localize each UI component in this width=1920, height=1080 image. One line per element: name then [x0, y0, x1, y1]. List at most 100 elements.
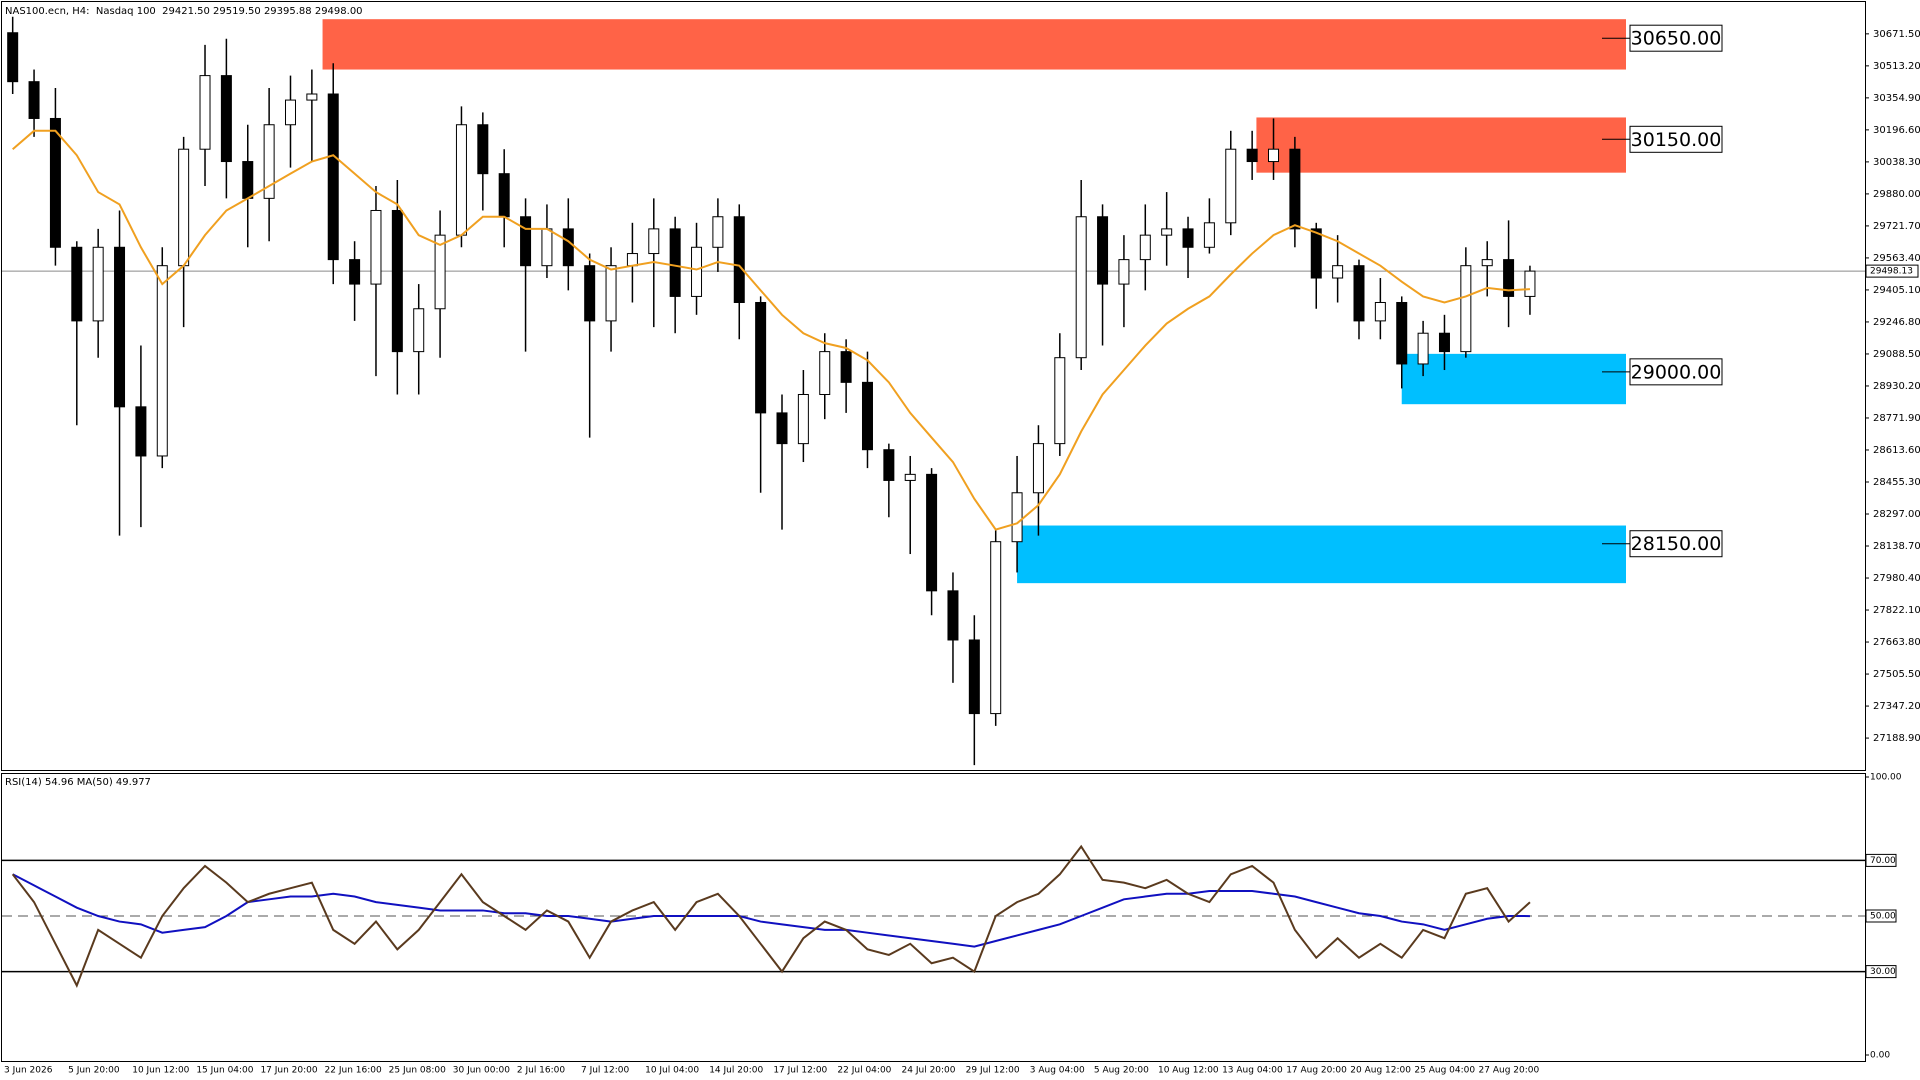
- rsi-tick-label: 50.00: [1870, 912, 1896, 922]
- candle-body: [114, 246, 126, 408]
- rsi-tick-label: 100.00: [1870, 773, 1902, 783]
- x-tick-label: 7 Jul 12:00: [581, 1066, 630, 1076]
- candle-body: [1203, 222, 1215, 248]
- x-tick-label: 13 Aug 04:00: [1222, 1066, 1283, 1076]
- candle-body: [1182, 228, 1194, 248]
- zone-label-box: [1629, 358, 1723, 386]
- rsi-header: RSI(14) 54.96 MA(50) 49.977: [5, 777, 151, 788]
- candle-body: [156, 265, 168, 457]
- candle-body: [71, 246, 83, 322]
- y-tick-label: 30671.50: [1873, 29, 1920, 40]
- x-tick-label: 3 Jun 2026: [4, 1066, 53, 1076]
- x-tick-label: 10 Jun 12:00: [132, 1066, 189, 1076]
- candle-body: [455, 124, 467, 236]
- candle-body: [7, 32, 19, 83]
- candle-body: [1438, 332, 1450, 353]
- candle-body: [541, 228, 553, 267]
- candle-body: [199, 75, 211, 150]
- candle-body: [178, 148, 190, 267]
- candle-body: [220, 75, 232, 163]
- candle-body: [28, 81, 40, 119]
- rsi-panel-border: [1, 773, 1866, 1062]
- y-tick-label: 30513.20: [1873, 61, 1920, 72]
- rsi-level-box: [1865, 909, 1897, 923]
- candle-body: [327, 93, 339, 261]
- x-tick-label: 14 Jul 20:00: [709, 1066, 763, 1076]
- candle-body: [819, 351, 831, 395]
- y-tick-label: 29563.40: [1873, 253, 1920, 264]
- candle-body: [263, 124, 275, 199]
- candle-body: [861, 381, 873, 451]
- y-tick-label: 29088.50: [1873, 349, 1920, 360]
- y-tick-label: 28297.00: [1873, 509, 1920, 520]
- zone: [1401, 353, 1626, 405]
- y-tick-label: 27663.80: [1873, 637, 1920, 648]
- candle-body: [626, 253, 638, 267]
- candle-body: [947, 590, 959, 641]
- y-tick-label: 29405.10: [1873, 285, 1920, 296]
- candle-body: [883, 449, 895, 481]
- rsi-line: [11, 844, 1531, 988]
- candle-body: [434, 234, 446, 310]
- zone-label: 29000.00: [1631, 361, 1722, 383]
- candle-body: [797, 393, 809, 445]
- candle-body: [1139, 234, 1151, 261]
- y-tick-label: 27188.90: [1873, 733, 1920, 744]
- candle-body: [498, 173, 510, 218]
- candle-body: [1396, 301, 1408, 365]
- x-tick-label: 27 Aug 20:00: [1479, 1066, 1540, 1076]
- candle-body: [990, 541, 1002, 715]
- candle-body: [1460, 265, 1472, 353]
- x-tick-label: 17 Aug 20:00: [1286, 1066, 1347, 1076]
- rsi-level-box: [1865, 965, 1897, 979]
- candle-body: [584, 265, 596, 322]
- zone: [322, 19, 1626, 70]
- candle-body: [370, 209, 382, 285]
- candle-body: [1075, 216, 1087, 359]
- x-tick-label: 10 Aug 12:00: [1158, 1066, 1219, 1076]
- candle-body: [1374, 301, 1386, 322]
- y-tick-label: 27505.50: [1873, 669, 1920, 680]
- candle-body: [92, 246, 104, 322]
- y-tick-label: 27980.40: [1873, 573, 1920, 584]
- y-tick-label: 28613.60: [1873, 445, 1920, 456]
- candle-body: [1353, 265, 1365, 322]
- y-tick-label: 29721.70: [1873, 221, 1920, 232]
- candle-body: [49, 117, 61, 248]
- candle-body: [1332, 265, 1344, 279]
- x-tick-label: 25 Jun 08:00: [389, 1066, 446, 1076]
- rsi-level-box: [1865, 853, 1897, 867]
- candle-body: [669, 228, 681, 297]
- candle-body: [1481, 259, 1493, 267]
- x-tick-label: 30 Jun 00:00: [453, 1066, 510, 1076]
- zone-label-box: [1629, 530, 1723, 558]
- candle-body: [306, 93, 318, 101]
- candle-body: [349, 259, 361, 285]
- zone-label-box: [1629, 125, 1723, 153]
- x-tick-label: 5 Aug 20:00: [1094, 1066, 1149, 1076]
- candle-body: [926, 473, 938, 592]
- candle-body: [1161, 228, 1173, 236]
- zone-label: 30150.00: [1631, 129, 1722, 151]
- y-tick-label: 30038.30: [1873, 157, 1920, 168]
- candle-body: [242, 161, 254, 199]
- y-tick-label: 30354.90: [1873, 93, 1920, 104]
- candle-body: [413, 308, 425, 353]
- y-tick-label: 29246.80: [1873, 317, 1920, 328]
- current-price-label: 29498.13: [1870, 267, 1913, 277]
- candle-body: [1289, 148, 1301, 230]
- x-tick-label: 22 Jun 16:00: [325, 1066, 382, 1076]
- x-tick-label: 15 Jun 04:00: [196, 1066, 253, 1076]
- y-tick-label: 28138.70: [1873, 541, 1920, 552]
- y-tick-label: 27822.10: [1873, 605, 1920, 616]
- candle-body: [284, 99, 296, 126]
- candle-body: [776, 412, 788, 445]
- x-tick-label: 24 Jul 20:00: [902, 1066, 956, 1076]
- candle-body: [520, 216, 532, 267]
- candle-body: [712, 216, 724, 248]
- x-tick-label: 29 Jul 12:00: [966, 1066, 1020, 1076]
- candle-body: [1054, 357, 1066, 445]
- x-tick-label: 5 Jun 20:00: [68, 1066, 120, 1076]
- candle-body: [135, 406, 147, 457]
